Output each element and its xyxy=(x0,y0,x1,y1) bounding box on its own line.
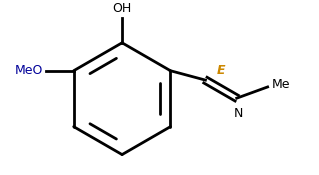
Text: MeO: MeO xyxy=(14,64,43,77)
Text: OH: OH xyxy=(113,2,132,15)
Text: E: E xyxy=(217,64,225,77)
Text: N: N xyxy=(234,107,243,120)
Text: Me: Me xyxy=(272,78,291,92)
